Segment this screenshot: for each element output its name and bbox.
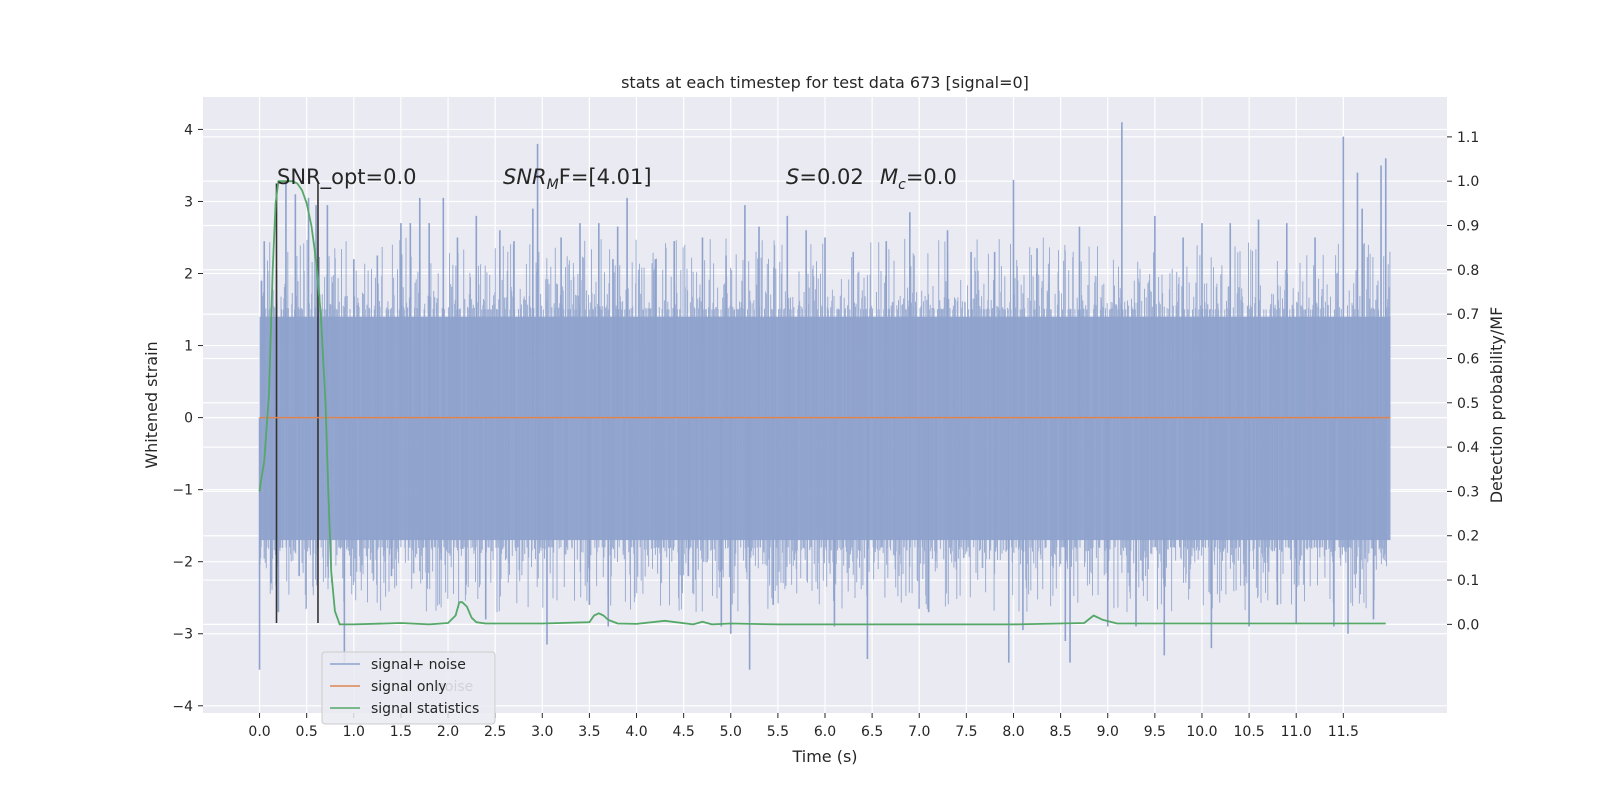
legend-ghost-text: noise bbox=[436, 679, 473, 695]
x-tick-label: 11.5 bbox=[1328, 724, 1359, 740]
series-layer bbox=[258, 122, 1391, 670]
annotation-snr-opt: SNR_opt=0.0 bbox=[277, 165, 417, 190]
y-tick-label: 4 bbox=[184, 122, 193, 138]
right-y-tick-label: 1.1 bbox=[1457, 130, 1479, 146]
x-tick-label: 6.5 bbox=[861, 724, 883, 740]
y-tick-label: −1 bbox=[172, 483, 193, 499]
chart-title: stats at each timestep for test data 673… bbox=[621, 73, 1029, 92]
x-tick-label: 5.0 bbox=[720, 724, 742, 740]
x-tick-label: 9.0 bbox=[1097, 724, 1119, 740]
x-tick-label: 11.0 bbox=[1281, 724, 1312, 740]
x-tick-label: 8.0 bbox=[1002, 724, 1024, 740]
y-tick-label: 0 bbox=[184, 411, 193, 427]
right-y-tick-label: 0.3 bbox=[1457, 484, 1479, 500]
x-tick-label: 7.0 bbox=[908, 724, 930, 740]
x-tick-label: 6.0 bbox=[814, 724, 836, 740]
y-tick-label: −3 bbox=[172, 627, 193, 643]
signal-statistics-line bbox=[258, 180, 1386, 626]
x-tick-label: 5.5 bbox=[767, 724, 789, 740]
right-y-tick-label: 0.9 bbox=[1457, 219, 1479, 235]
y-tick-label: 1 bbox=[184, 339, 193, 355]
x-tick-label: 8.5 bbox=[1049, 724, 1071, 740]
legend-label-signal-only: signal only bbox=[371, 679, 446, 695]
y-tick-label: 2 bbox=[184, 267, 193, 283]
x-tick-label: 4.0 bbox=[625, 724, 647, 740]
right-y-tick-label: 0.1 bbox=[1457, 573, 1479, 589]
right-y-tick-label: 0.0 bbox=[1457, 617, 1479, 633]
y-tick-label: −4 bbox=[172, 699, 193, 715]
legend: noise signal+ noise signal only signal s… bbox=[321, 651, 496, 725]
x-tick-label: 1.5 bbox=[390, 724, 412, 740]
x-axis-label: Time (s) bbox=[791, 747, 857, 766]
right-y-tick-label: 0.8 bbox=[1457, 263, 1479, 279]
y-tick-label: −2 bbox=[172, 555, 193, 571]
x-tick-label: 10.0 bbox=[1186, 724, 1217, 740]
x-tick-label: 4.5 bbox=[673, 724, 695, 740]
x-tick-label: 0.5 bbox=[296, 724, 318, 740]
x-tick-label: 3.0 bbox=[531, 724, 553, 740]
x-tick-label: 9.5 bbox=[1144, 724, 1166, 740]
right-y-axis-label: Detection probability/MF bbox=[1487, 307, 1506, 504]
y-tick-label: 3 bbox=[184, 194, 193, 210]
right-y-tick-label: 1.0 bbox=[1457, 174, 1479, 190]
ticks-layer: 0.0 0.5 1.0 1.5 2.0 2.5 3.0 3.5 4.0 4.5 5.0 5.5 6.0 6… bbox=[172, 122, 1479, 740]
x-tick-label: 10.5 bbox=[1234, 724, 1265, 740]
annotation-s: S=0.02 bbox=[786, 165, 864, 189]
right-y-tick-label: 0.5 bbox=[1457, 396, 1479, 412]
annotation-mc: Mc=0.0 bbox=[880, 165, 957, 193]
x-tick-label: 1.0 bbox=[343, 724, 365, 740]
legend-label-signal-noise: signal+ noise bbox=[371, 657, 466, 673]
x-tick-label: 2.5 bbox=[484, 724, 506, 740]
x-tick-label: 3.5 bbox=[578, 724, 600, 740]
right-y-tick-label: 0.7 bbox=[1457, 307, 1479, 323]
x-tick-label: 0.0 bbox=[248, 724, 270, 740]
legend-box bbox=[321, 651, 496, 725]
right-y-tick-label: 0.2 bbox=[1457, 529, 1479, 545]
annotation-snr-mf: SNRMF=[4.01] bbox=[503, 165, 652, 193]
legend-label-signal-statistics: signal statistics bbox=[371, 701, 479, 717]
right-y-tick-label: 0.4 bbox=[1457, 440, 1479, 456]
x-tick-label: 7.5 bbox=[955, 724, 977, 740]
right-y-tick-label: 0.6 bbox=[1457, 351, 1479, 367]
x-tick-label: 2.0 bbox=[437, 724, 459, 740]
y-axis-label: Whitened strain bbox=[142, 341, 161, 468]
